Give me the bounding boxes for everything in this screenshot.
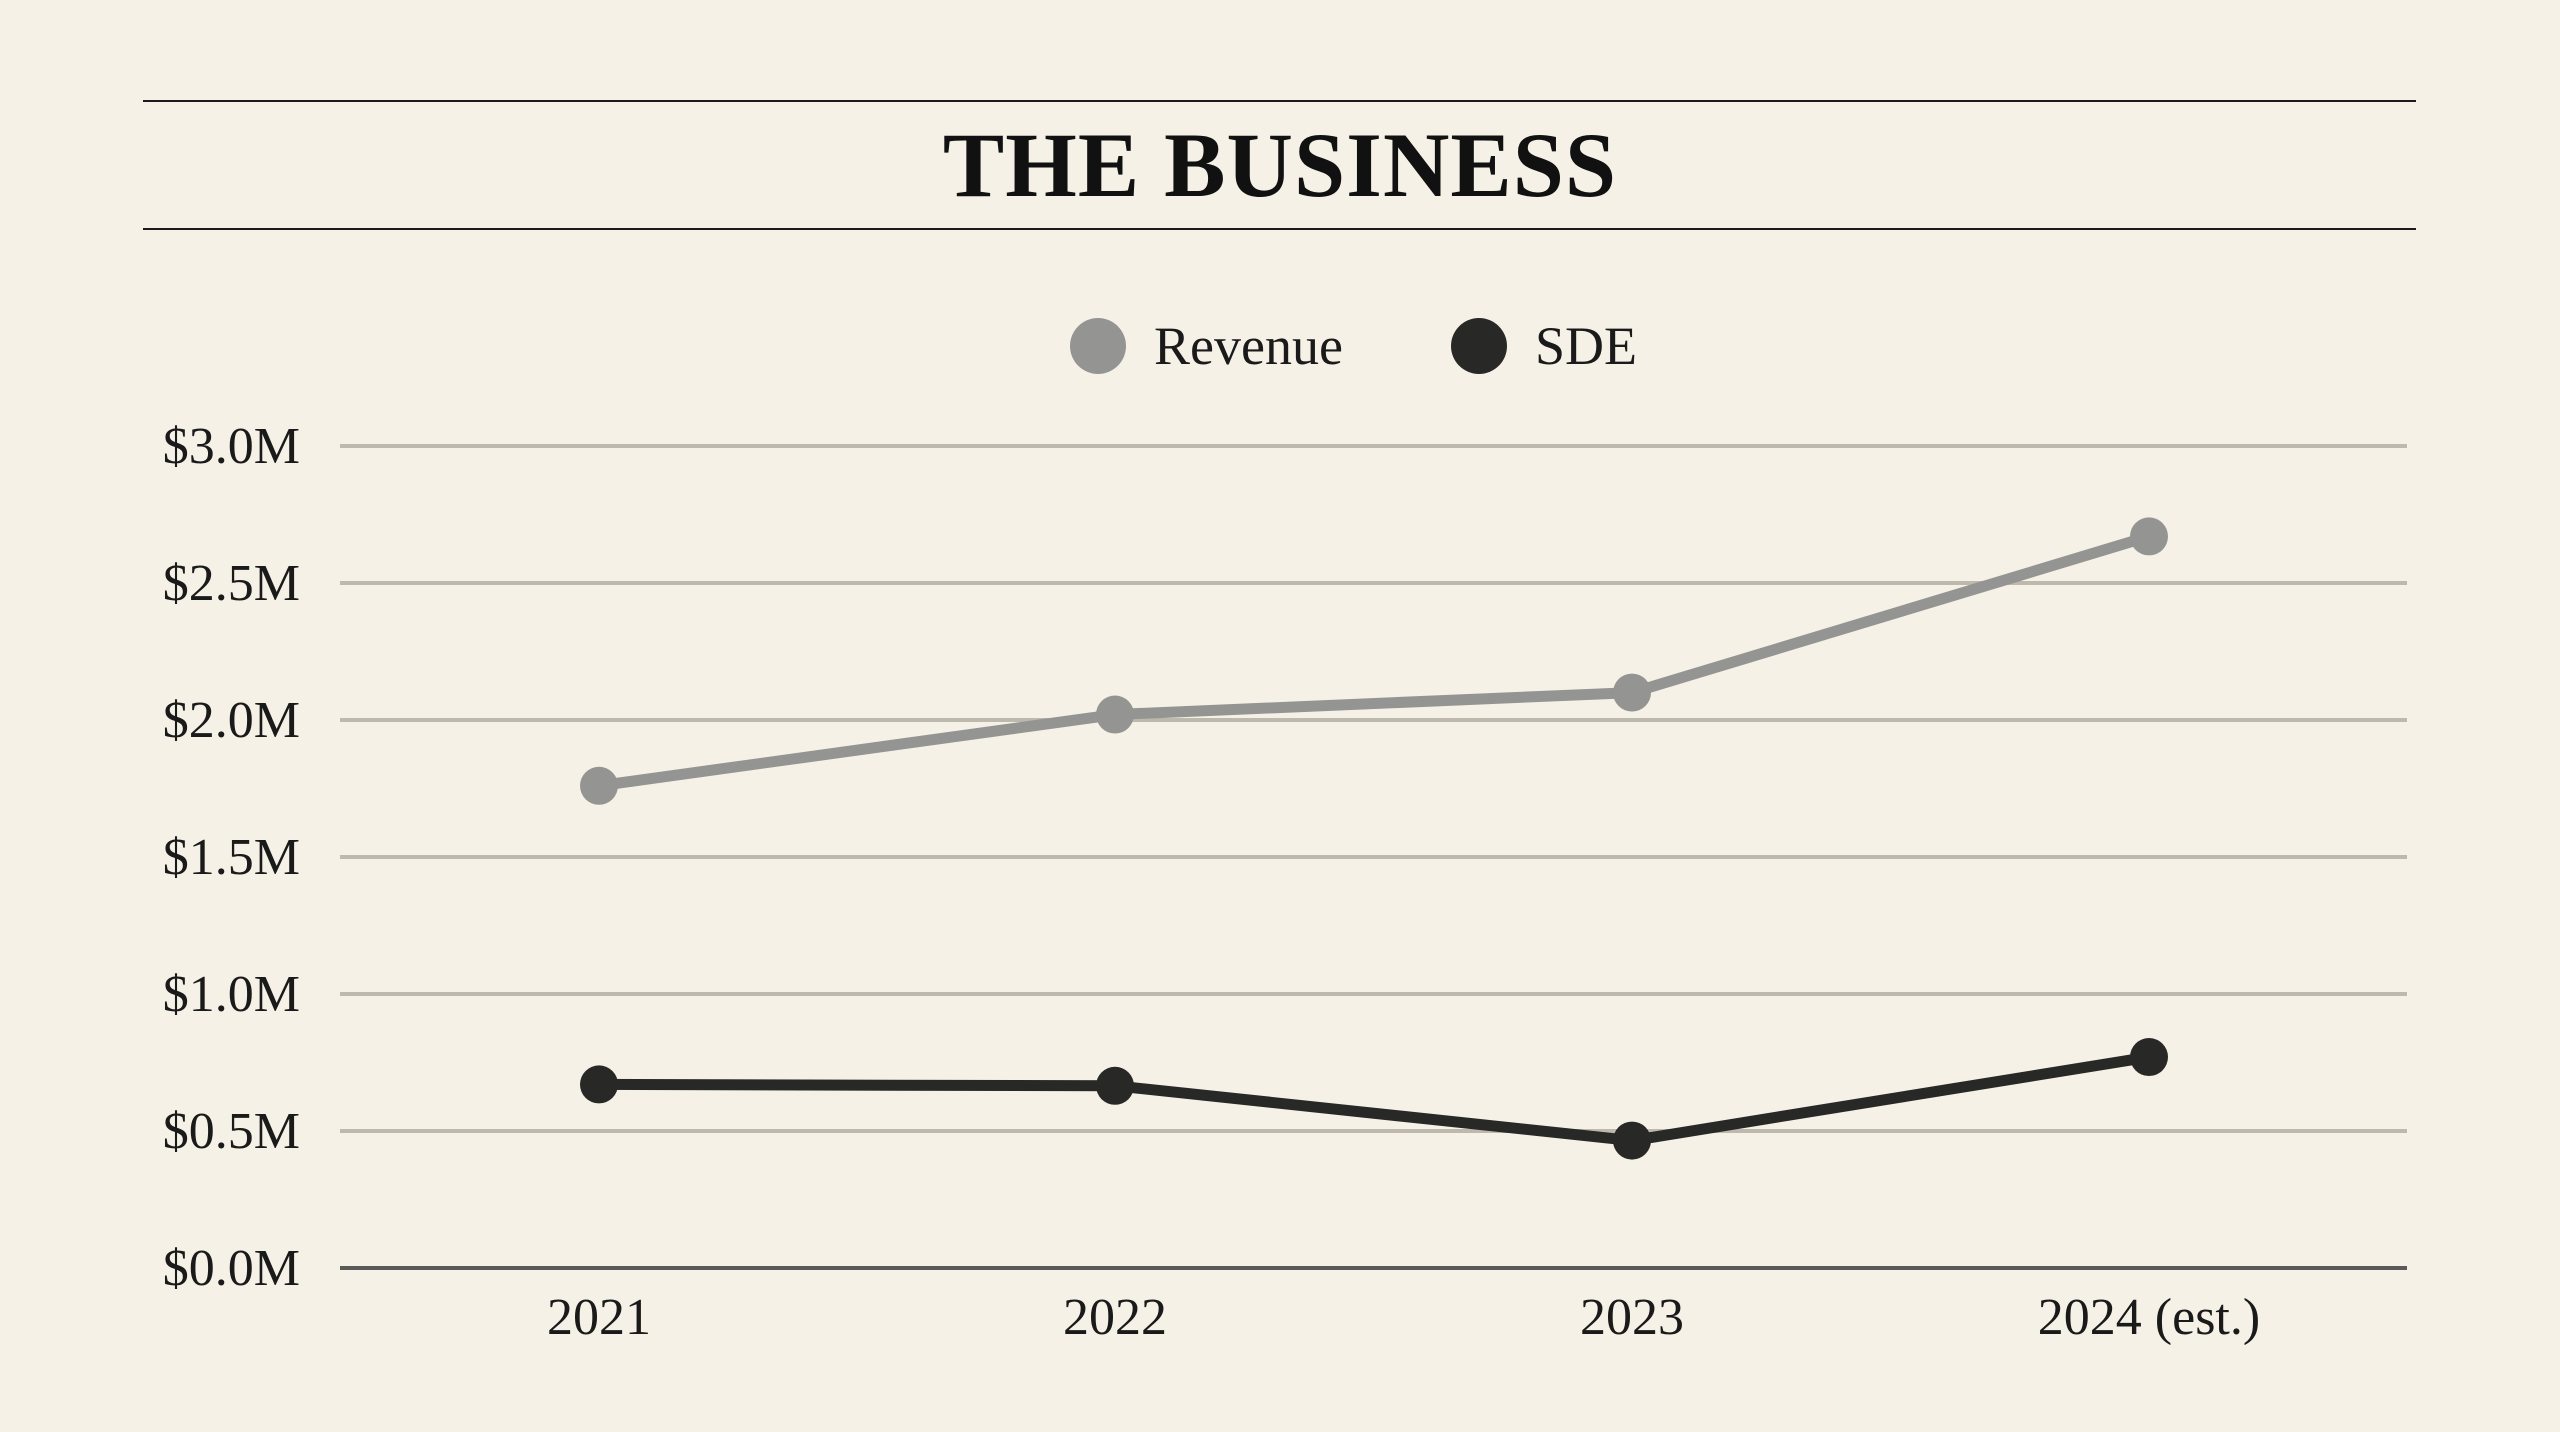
x-tick-label: 2022 — [1063, 1289, 1167, 1346]
legend-label-sde: SDE — [1535, 316, 1637, 376]
revenue-point — [580, 766, 618, 805]
y-tick-label: $3.0M — [163, 418, 300, 475]
revenue-point — [1613, 673, 1651, 712]
legend-marker-revenue — [1070, 318, 1126, 374]
x-tick-label: 2021 — [547, 1289, 651, 1346]
x-tick-label: 2023 — [1580, 1289, 1684, 1346]
y-tick-label: $1.0M — [163, 966, 300, 1023]
data-series — [580, 517, 2168, 1160]
title-top-rule — [143, 100, 2416, 102]
revenue-point — [2130, 517, 2168, 556]
y-axis-ticks: $0.0M $0.5M $1.0M $1.5M $2.0M $2.5M $3.0M — [163, 418, 300, 1297]
legend-label-revenue: Revenue — [1154, 316, 1343, 376]
title-bottom-rule — [143, 228, 2416, 230]
revenue-point — [1096, 695, 1134, 734]
sde-point — [2130, 1038, 2168, 1077]
y-tick-label: $0.5M — [163, 1103, 300, 1160]
chart-title: THE BUSINESS — [942, 114, 1618, 216]
y-tick-label: $2.5M — [163, 555, 300, 612]
legend-marker-sde — [1451, 318, 1507, 374]
sde-line — [593, 1051, 2155, 1147]
y-tick-label: $0.0M — [163, 1240, 300, 1297]
legend: Revenue SDE — [1070, 316, 1637, 376]
grid-lines — [340, 444, 2407, 1270]
sde-point — [1613, 1121, 1651, 1160]
y-tick-label: $2.0M — [163, 692, 300, 749]
sde-point — [580, 1065, 618, 1104]
sde-point — [1096, 1066, 1134, 1105]
x-axis-ticks: 2021 2022 2023 2024 (est.) — [547, 1289, 2260, 1346]
revenue-line — [593, 530, 2155, 792]
x-tick-label: 2024 (est.) — [2038, 1289, 2260, 1346]
y-tick-label: $1.5M — [163, 829, 300, 886]
